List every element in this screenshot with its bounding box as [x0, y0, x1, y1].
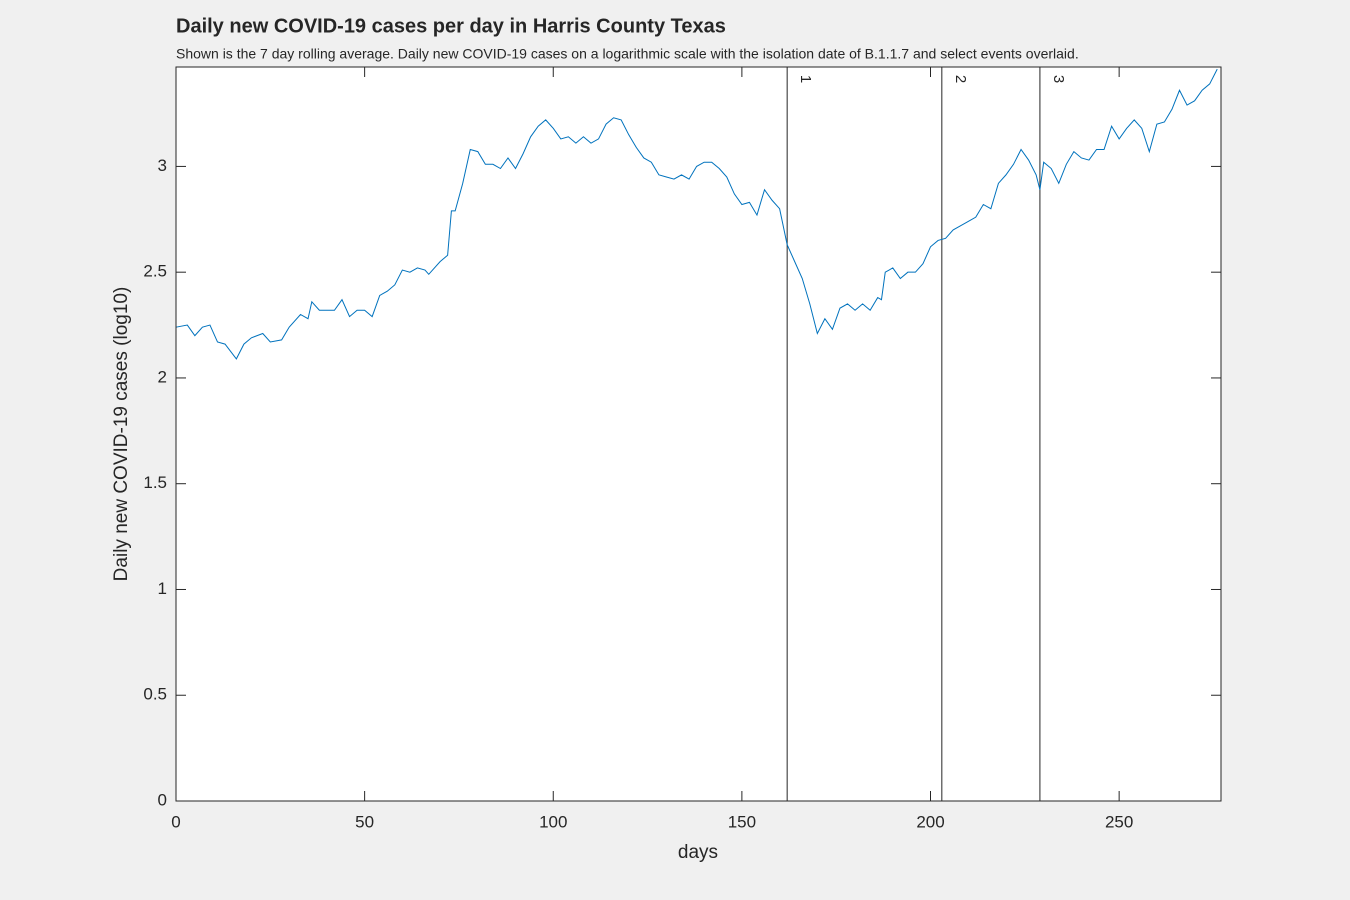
x-tick-label: 100 — [539, 812, 567, 831]
x-tick-label: 150 — [728, 812, 756, 831]
event-label: 3 — [1050, 75, 1067, 83]
x-tick-label: 50 — [355, 812, 374, 831]
y-tick-label: 0 — [158, 790, 167, 809]
y-tick-label: 0.5 — [143, 685, 167, 704]
x-tick-label: 250 — [1105, 812, 1133, 831]
plot-area — [176, 67, 1221, 801]
x-tick-label: 200 — [916, 812, 944, 831]
axes-box — [175, 66, 1222, 802]
x-tick-label: 0 — [171, 812, 180, 831]
chart-title: Daily new COVID-19 cases per day in Harr… — [176, 15, 726, 37]
y-tick-label: 1 — [158, 579, 167, 598]
y-tick-label: 2 — [158, 367, 167, 386]
x-axis-label: days — [678, 842, 718, 863]
event-label: 2 — [952, 75, 969, 83]
event-label: 1 — [797, 75, 814, 83]
chart-subtitle: Shown is the 7 day rolling average. Dail… — [176, 46, 1079, 62]
data-line — [175, 68, 1218, 360]
y-tick-label: 3 — [158, 156, 167, 175]
y-tick-label: 1.5 — [143, 473, 167, 492]
y-tick-label: 2.5 — [143, 262, 167, 281]
y-axis-label: Daily new COVID-19 cases (log10) — [111, 287, 132, 582]
